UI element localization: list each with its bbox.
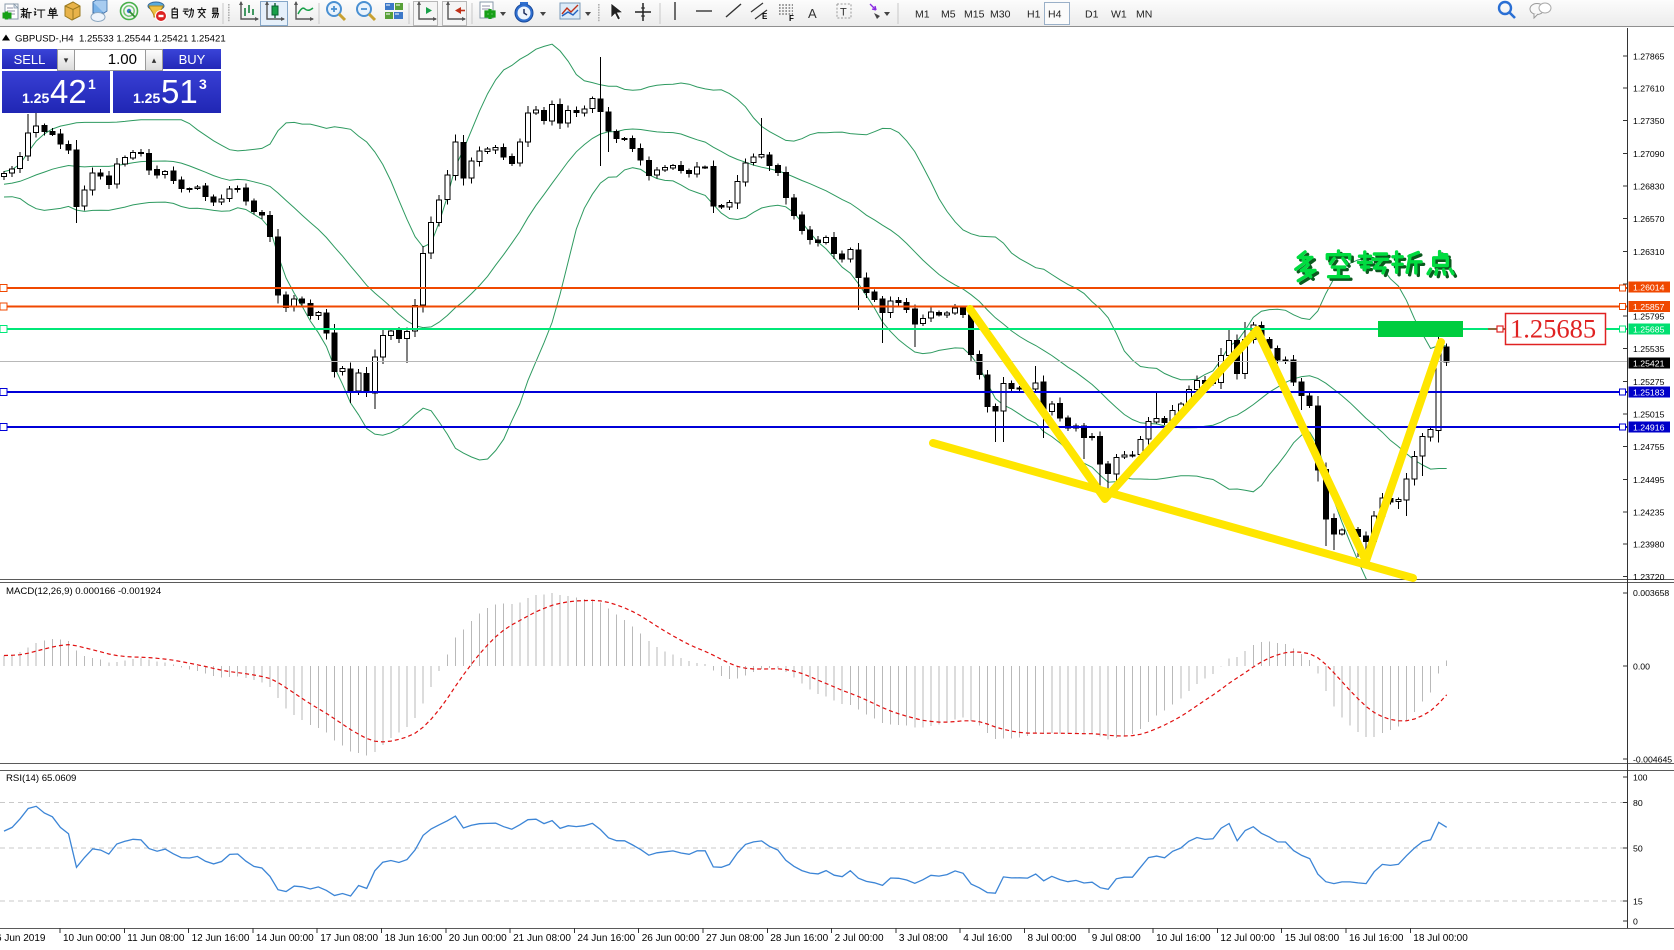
- svg-text:18 Jun 16:00: 18 Jun 16:00: [385, 933, 443, 944]
- svg-text:F: F: [789, 14, 794, 23]
- svg-text:1.25183: 1.25183: [1633, 388, 1665, 398]
- svg-text:T: T: [840, 7, 847, 19]
- svg-text:1.26310: 1.26310: [1633, 247, 1665, 257]
- svg-text:4 Jul 16:00: 4 Jul 16:00: [963, 933, 1012, 944]
- svg-text:1.27610: 1.27610: [1633, 84, 1665, 94]
- svg-text:1.25685: 1.25685: [1510, 314, 1596, 344]
- svg-text:24 Jun 16:00: 24 Jun 16:00: [577, 933, 635, 944]
- svg-text:1.26014: 1.26014: [1633, 283, 1665, 293]
- svg-text:1.25421: 1.25421: [1633, 359, 1665, 369]
- svg-text:2 Jul 00:00: 2 Jul 00:00: [835, 933, 884, 944]
- svg-text:-0.004645: -0.004645: [1633, 755, 1672, 765]
- svg-text:27 Jun 08:00: 27 Jun 08:00: [706, 933, 764, 944]
- svg-text:D1: D1: [1085, 9, 1099, 21]
- svg-text:1.27350: 1.27350: [1633, 116, 1665, 126]
- svg-text:W1: W1: [1111, 9, 1127, 21]
- svg-text:1.25795: 1.25795: [1633, 312, 1665, 322]
- svg-text:1.26570: 1.26570: [1633, 214, 1665, 224]
- svg-text:M30: M30: [990, 9, 1011, 21]
- svg-text:50: 50: [1633, 844, 1643, 854]
- svg-text:15 Jul 08:00: 15 Jul 08:00: [1285, 933, 1340, 944]
- svg-text:0.00: 0.00: [1633, 662, 1650, 672]
- svg-text:1.24495: 1.24495: [1633, 475, 1665, 485]
- svg-text:1.23720: 1.23720: [1633, 572, 1665, 582]
- svg-text:1.24235: 1.24235: [1633, 507, 1665, 517]
- svg-text:11 Jun 08:00: 11 Jun 08:00: [127, 933, 185, 944]
- svg-text:12 Jul 00:00: 12 Jul 00:00: [1220, 933, 1275, 944]
- svg-text:15: 15: [1633, 897, 1643, 907]
- svg-text:10 Jun 00:00: 10 Jun 00:00: [63, 933, 121, 944]
- svg-text:3 Jul 08:00: 3 Jul 08:00: [899, 933, 948, 944]
- svg-text:0: 0: [1633, 917, 1638, 927]
- svg-text:MN: MN: [1136, 9, 1152, 21]
- svg-text:28 Jun 16:00: 28 Jun 16:00: [770, 933, 828, 944]
- svg-text:1.24755: 1.24755: [1633, 442, 1665, 452]
- svg-text:1.25275: 1.25275: [1633, 377, 1665, 387]
- svg-text:1.25535: 1.25535: [1633, 344, 1665, 354]
- svg-text:M15: M15: [964, 9, 985, 21]
- svg-text:1.27090: 1.27090: [1633, 149, 1665, 159]
- svg-text:H4: H4: [1048, 9, 1062, 21]
- svg-text:8 Jul 00:00: 8 Jul 00:00: [1028, 933, 1077, 944]
- svg-text:16 Jul 16:00: 16 Jul 16:00: [1349, 933, 1404, 944]
- svg-text:17 Jun 08:00: 17 Jun 08:00: [320, 933, 378, 944]
- svg-text:1.23980: 1.23980: [1633, 540, 1665, 550]
- svg-text:12 Jun 16:00: 12 Jun 16:00: [192, 933, 250, 944]
- svg-text:MACD(12,26,9) 0.000166 -0.0019: MACD(12,26,9) 0.000166 -0.001924: [6, 586, 162, 597]
- svg-text:1.26830: 1.26830: [1633, 182, 1665, 192]
- svg-text:20 Jun 00:00: 20 Jun 00:00: [449, 933, 507, 944]
- svg-text:1.27865: 1.27865: [1633, 52, 1665, 62]
- svg-text:E: E: [762, 12, 768, 21]
- svg-text:100: 100: [1633, 773, 1648, 783]
- svg-text:M5: M5: [941, 9, 956, 21]
- svg-text:0.003658: 0.003658: [1633, 588, 1669, 598]
- svg-text:M1: M1: [915, 9, 930, 21]
- svg-text:1.25015: 1.25015: [1633, 410, 1665, 420]
- svg-text:1.25685: 1.25685: [1633, 325, 1665, 335]
- svg-text:18 Jul 00:00: 18 Jul 00:00: [1413, 933, 1468, 944]
- svg-text:26 Jun 00:00: 26 Jun 00:00: [642, 933, 700, 944]
- svg-text:GBPUSD-,H4 1.25533 1.25544 1.: GBPUSD-,H4 1.25533 1.25544 1.25421 1.254…: [15, 34, 226, 45]
- svg-text:A: A: [808, 6, 817, 21]
- svg-text:1.24916: 1.24916: [1633, 423, 1665, 433]
- svg-text:14 Jun 00:00: 14 Jun 00:00: [256, 933, 314, 944]
- svg-text:10 Jul 16:00: 10 Jul 16:00: [1156, 933, 1211, 944]
- svg-text:80: 80: [1633, 798, 1643, 808]
- svg-text:21 Jun 08:00: 21 Jun 08:00: [513, 933, 571, 944]
- svg-text:H1: H1: [1027, 9, 1041, 21]
- svg-text:6 Jun 2019: 6 Jun 2019: [0, 933, 46, 944]
- svg-text:1.25857: 1.25857: [1633, 302, 1665, 312]
- svg-text:RSI(14) 65.0609: RSI(14) 65.0609: [6, 773, 76, 784]
- svg-text:9 Jul 08:00: 9 Jul 08:00: [1092, 933, 1141, 944]
